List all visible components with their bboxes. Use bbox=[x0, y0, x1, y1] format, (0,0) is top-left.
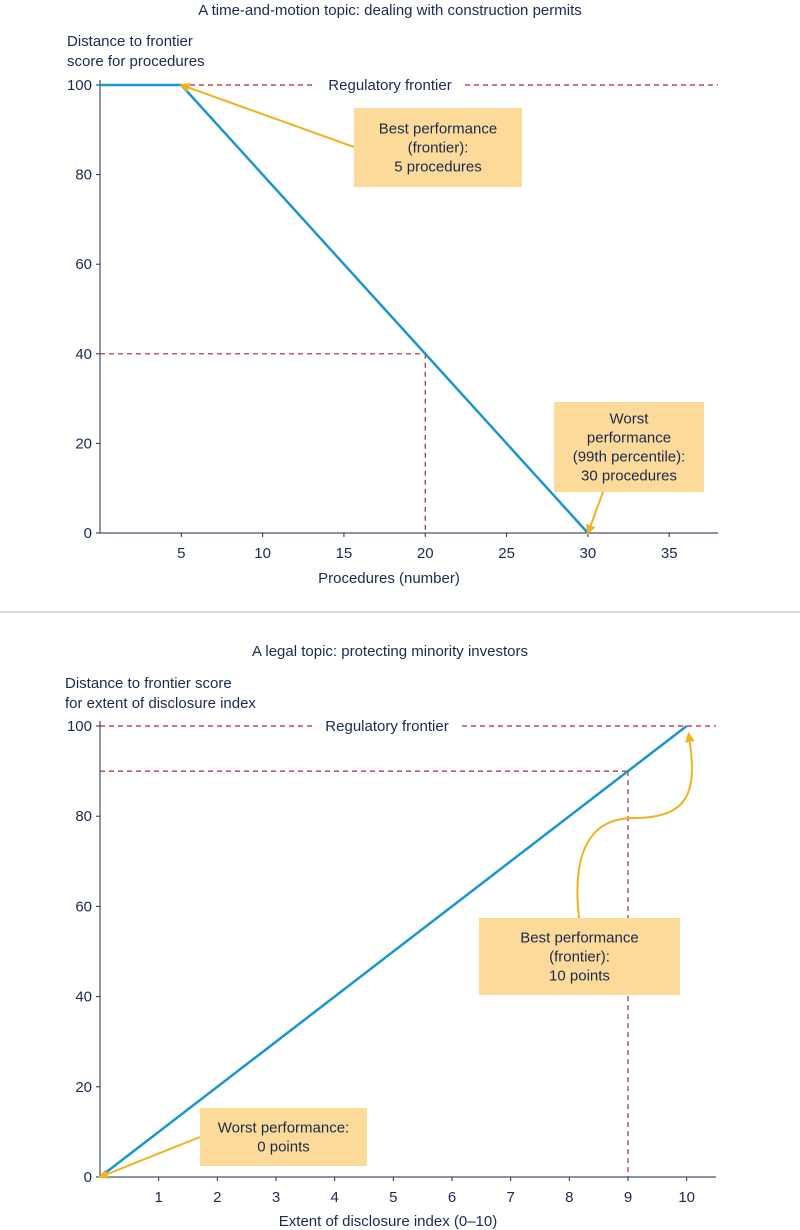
callout-text: performance bbox=[587, 430, 671, 447]
y-tick-label: 40 bbox=[75, 346, 92, 363]
x-tick-label: 2 bbox=[213, 1189, 221, 1206]
y-tick-label: 40 bbox=[75, 989, 92, 1006]
callout-arrow bbox=[179, 82, 355, 148]
callout-text: 0 points bbox=[257, 1139, 310, 1156]
chart-title: A time-and-motion topic: dealing with co… bbox=[198, 2, 582, 19]
callout-box bbox=[354, 108, 522, 187]
frontier-label: Regulatory frontier bbox=[325, 718, 448, 735]
callout-arrow bbox=[585, 491, 604, 535]
callout-text: Worst bbox=[610, 411, 650, 428]
callout-text: Best performance bbox=[520, 930, 638, 947]
y-tick-label: 0 bbox=[84, 525, 92, 542]
y-axis-label: Distance to frontier bbox=[67, 33, 193, 50]
x-tick-label: 8 bbox=[565, 1189, 573, 1206]
callout-text: 30 procedures bbox=[581, 468, 677, 485]
x-axis-label: Extent of disclosure index (0–10) bbox=[279, 1213, 497, 1230]
callout-text: 5 procedures bbox=[394, 159, 482, 176]
callout-arrow bbox=[576, 732, 695, 919]
y-tick-label: 100 bbox=[67, 77, 92, 94]
x-tick-label: 5 bbox=[177, 545, 185, 562]
chart-1: A time-and-motion topic: dealing with co… bbox=[67, 2, 718, 587]
y-tick-label: 100 bbox=[67, 718, 92, 735]
callout-text: 10 points bbox=[549, 968, 610, 985]
x-tick-label: 7 bbox=[506, 1189, 514, 1206]
y-axis-label: score for procedures bbox=[67, 53, 205, 70]
chart-title: A legal topic: protecting minority inves… bbox=[252, 643, 528, 660]
y-tick-label: 80 bbox=[75, 808, 92, 825]
y-axis-label: for extent of disclosure index bbox=[65, 695, 256, 712]
x-tick-label: 3 bbox=[272, 1189, 280, 1206]
y-axis-label: Distance to frontier score bbox=[65, 675, 232, 692]
callout-box bbox=[479, 918, 680, 995]
callout-box bbox=[554, 402, 704, 492]
x-tick-label: 35 bbox=[661, 545, 678, 562]
x-tick-label: 25 bbox=[498, 545, 515, 562]
x-tick-label: 9 bbox=[624, 1189, 632, 1206]
callout-text: (99th percentile): bbox=[573, 449, 686, 466]
y-tick-label: 60 bbox=[75, 898, 92, 915]
y-tick-label: 0 bbox=[84, 1169, 92, 1186]
x-axis-label: Procedures (number) bbox=[318, 570, 460, 587]
x-tick-label: 15 bbox=[336, 545, 353, 562]
y-tick-label: 80 bbox=[75, 167, 92, 184]
x-tick-label: 6 bbox=[448, 1189, 456, 1206]
callout-box bbox=[200, 1108, 367, 1166]
callout-text: Best performance bbox=[379, 121, 497, 138]
series-line bbox=[99, 725, 688, 1178]
x-tick-label: 4 bbox=[330, 1189, 338, 1206]
callout-text: Worst performance: bbox=[218, 1120, 349, 1137]
x-tick-label: 30 bbox=[580, 545, 597, 562]
chart-2: A legal topic: protecting minority inves… bbox=[65, 643, 716, 1230]
callout-text: (frontier): bbox=[549, 949, 610, 966]
x-tick-label: 10 bbox=[678, 1189, 695, 1206]
x-tick-label: 5 bbox=[389, 1189, 397, 1206]
x-tick-label: 20 bbox=[417, 545, 434, 562]
y-tick-label: 60 bbox=[75, 256, 92, 273]
x-tick-label: 10 bbox=[254, 545, 271, 562]
y-tick-label: 20 bbox=[75, 1079, 92, 1096]
frontier-label: Regulatory frontier bbox=[328, 77, 451, 94]
x-tick-label: 1 bbox=[154, 1189, 162, 1206]
callout-arrow bbox=[98, 1136, 201, 1179]
y-tick-label: 20 bbox=[75, 435, 92, 452]
callout-text: (frontier): bbox=[408, 140, 469, 157]
